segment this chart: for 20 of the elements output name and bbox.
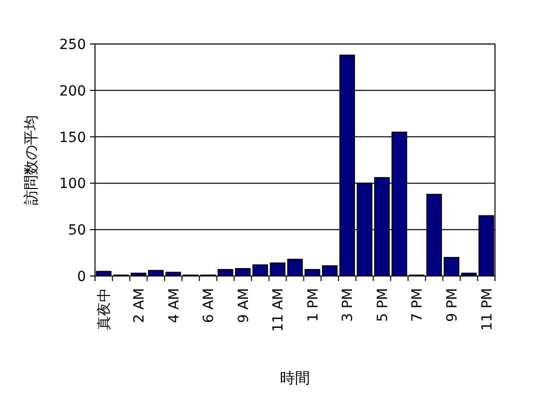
x-tick-label: 2 AM <box>131 288 148 324</box>
x-tick-label: 6 AM <box>201 288 218 324</box>
x-tick-label: 9 PM <box>444 288 461 322</box>
y-tick-label: 150 <box>59 130 86 146</box>
x-axis-title: 時間 <box>280 369 310 387</box>
x-tick-label: 11 PM <box>479 288 496 331</box>
y-axis-title: 訪問数の平均 <box>22 115 40 205</box>
y-tick-label: 100 <box>59 176 86 192</box>
y-tick-label: 200 <box>59 83 86 100</box>
x-tick-label: 真夜中 <box>96 288 113 330</box>
x-tick-label: 9 AM <box>236 288 252 324</box>
y-tick-label: 250 <box>59 37 86 53</box>
x-tick-label: 5 PM <box>374 288 391 322</box>
y-tick-label: 50 <box>68 222 86 239</box>
y-tick-label: 0 <box>77 269 86 285</box>
x-tick-label: 4 AM <box>166 288 182 324</box>
x-tick-label: 11 AM <box>270 288 287 332</box>
x-tick-label: 1 PM <box>305 288 322 322</box>
x-tick-label: 7 PM <box>410 288 426 322</box>
x-tick-label: 3 PM <box>340 288 356 322</box>
